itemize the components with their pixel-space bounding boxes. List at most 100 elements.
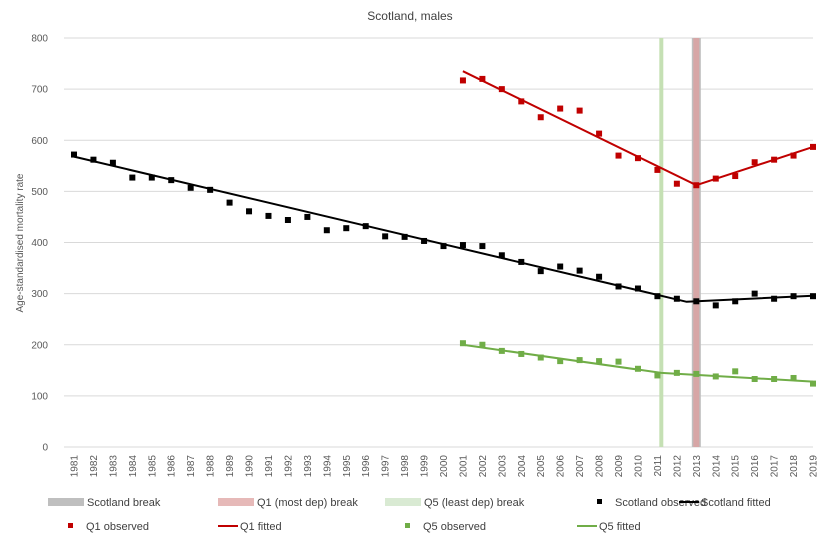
observed-point bbox=[421, 237, 428, 244]
x-tick-label: 1981 bbox=[70, 455, 81, 478]
observed-point bbox=[654, 372, 661, 379]
observed-point bbox=[537, 114, 544, 121]
observed-point bbox=[537, 268, 544, 275]
observed-point bbox=[810, 380, 816, 387]
observed-point bbox=[615, 152, 622, 159]
observed-point bbox=[343, 225, 350, 232]
observed-point bbox=[654, 166, 661, 173]
observed-point bbox=[732, 173, 739, 180]
x-tick-label: 1988 bbox=[206, 455, 217, 478]
observed-point bbox=[712, 302, 719, 309]
observed-point bbox=[693, 298, 700, 305]
x-tick-label: 2018 bbox=[789, 455, 800, 478]
legend-swatch-break bbox=[48, 498, 84, 506]
observed-point bbox=[557, 105, 564, 112]
observed-point bbox=[771, 376, 778, 383]
x-tick-label: 1992 bbox=[283, 455, 294, 478]
chart-title: Scotland, males bbox=[367, 9, 452, 23]
legend-swatch-break bbox=[218, 498, 254, 506]
observed-point bbox=[654, 293, 661, 300]
break-band bbox=[693, 38, 700, 447]
x-tick-label: 1986 bbox=[167, 455, 178, 478]
observed-point bbox=[518, 350, 525, 357]
observed-point bbox=[790, 293, 797, 300]
x-tick-label: 1987 bbox=[186, 455, 197, 478]
observed-point bbox=[615, 358, 622, 365]
x-tick-label: 1984 bbox=[128, 455, 139, 478]
x-tick-label: 2004 bbox=[517, 455, 528, 478]
x-tick-label: 2003 bbox=[497, 455, 508, 478]
break-bands bbox=[659, 38, 701, 447]
observed-point bbox=[810, 293, 816, 300]
observed-point bbox=[459, 340, 466, 347]
observed-point bbox=[596, 130, 603, 137]
legend: Scotland break Q1 (most dep) break Q5 (lea… bbox=[48, 497, 771, 533]
observed-point bbox=[673, 180, 680, 187]
break-band bbox=[659, 38, 664, 447]
observed-point bbox=[537, 354, 544, 361]
x-tick-label: 1982 bbox=[89, 455, 100, 478]
observed-point bbox=[362, 223, 369, 230]
y-axis-label: Age-standardised mortality rate bbox=[15, 173, 26, 312]
fitted-line bbox=[73, 155, 814, 303]
fitted-line bbox=[462, 343, 814, 383]
x-tick-label: 1993 bbox=[303, 455, 314, 478]
observed-point bbox=[751, 159, 758, 166]
x-tick-label: 2009 bbox=[614, 455, 625, 478]
observed-point bbox=[246, 208, 253, 215]
x-tick-label: 2014 bbox=[711, 455, 722, 478]
y-tick-label: 400 bbox=[31, 238, 48, 249]
x-tick-label: 2008 bbox=[595, 455, 606, 478]
x-tick-label: 1998 bbox=[400, 455, 411, 478]
observed-point bbox=[576, 357, 583, 364]
legend-label: Q1 observed bbox=[86, 521, 149, 533]
observed-point bbox=[71, 151, 77, 158]
y-tick-label: 200 bbox=[31, 340, 48, 351]
observed-point bbox=[751, 290, 758, 297]
observed-point bbox=[810, 143, 816, 150]
x-tick-label: 1999 bbox=[420, 455, 431, 478]
observed-point bbox=[790, 374, 797, 381]
legend-label: Q1 fitted bbox=[240, 521, 282, 533]
legend-swatch-break bbox=[385, 498, 421, 506]
legend-label: Scotland fitted bbox=[701, 497, 771, 509]
observed-point bbox=[557, 358, 564, 365]
observed-point bbox=[732, 368, 739, 375]
observed-point bbox=[596, 358, 603, 365]
x-tick-label: 1989 bbox=[225, 455, 236, 478]
fitted-lines bbox=[73, 70, 814, 383]
x-tick-label: 2002 bbox=[478, 455, 489, 478]
x-axis-ticks: 1981 1982 1983 1984 1985 1986 1987 1988 1989 1990… bbox=[70, 455, 819, 478]
x-tick-label: 2001 bbox=[458, 455, 469, 478]
observed-point bbox=[90, 156, 97, 163]
legend-swatch-point bbox=[405, 523, 410, 528]
observed-point bbox=[498, 86, 505, 93]
legend-label: Q5 (least dep) break bbox=[424, 497, 525, 509]
x-tick-label: 2013 bbox=[692, 455, 703, 478]
observed-point bbox=[712, 175, 719, 182]
observed-point bbox=[284, 217, 291, 224]
observed-point bbox=[751, 376, 758, 383]
observed-point bbox=[732, 298, 739, 305]
observed-point bbox=[459, 242, 466, 249]
observed-point bbox=[187, 184, 194, 191]
y-tick-label: 600 bbox=[31, 136, 48, 147]
observed-point bbox=[693, 370, 700, 377]
observed-point bbox=[323, 227, 330, 234]
observed-point bbox=[498, 252, 505, 259]
observed-point bbox=[226, 199, 233, 206]
observed-point bbox=[693, 182, 700, 189]
x-tick-label: 1983 bbox=[108, 455, 119, 478]
x-tick-label: 1995 bbox=[342, 455, 353, 478]
y-tick-label: 500 bbox=[31, 187, 48, 198]
x-tick-label: 1990 bbox=[245, 455, 256, 478]
observed-point bbox=[479, 243, 486, 250]
observed-point bbox=[771, 295, 778, 302]
x-tick-label: 2016 bbox=[750, 455, 761, 478]
y-tick-label: 0 bbox=[42, 443, 48, 454]
x-tick-label: 1996 bbox=[361, 455, 372, 478]
x-tick-label: 2017 bbox=[770, 455, 781, 478]
x-tick-label: 1997 bbox=[381, 455, 392, 478]
x-tick-label: 1994 bbox=[322, 455, 333, 478]
observed-point bbox=[498, 347, 505, 354]
